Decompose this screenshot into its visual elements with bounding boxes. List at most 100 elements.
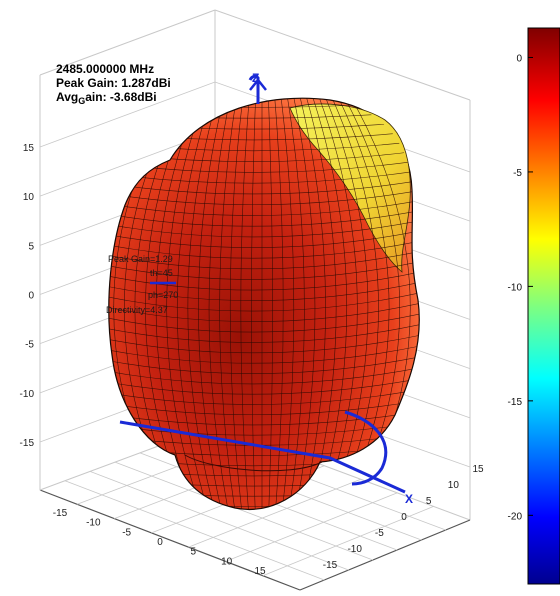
grid-line <box>214 9 471 101</box>
y-tick-label: 15 <box>472 464 484 475</box>
grid-line <box>39 489 301 591</box>
x-tick-label: 15 <box>254 566 266 577</box>
colorbar-tick-label: -10 <box>508 282 523 293</box>
x-tick-label: 10 <box>221 556 233 567</box>
mesh-parallel <box>108 279 420 301</box>
z-tick-labels: 15 10 5 0 -5 -10 -15 <box>20 143 35 449</box>
frequency-label: 2485.000000 MHz <box>56 62 154 76</box>
mesh-parallel <box>108 290 420 312</box>
mesh-meridian <box>198 98 226 510</box>
colorbar-gradient <box>528 28 560 584</box>
x-tick-label: -5 <box>122 527 131 538</box>
mesh-meridian <box>251 98 257 510</box>
z-tick-label: -5 <box>25 340 34 351</box>
mesh-parallel <box>108 238 420 259</box>
info-block: 2485.000000 MHz Peak Gain: 1.287dBi AvgG… <box>56 62 171 106</box>
mesh-parallel <box>108 168 420 184</box>
peak-gain-label: Peak Gain: 1.287dBi <box>56 76 171 90</box>
mesh-parallel <box>108 208 420 227</box>
z-axis-label: Z <box>252 71 259 85</box>
grid-line <box>299 519 471 591</box>
mesh-meridian <box>273 98 284 510</box>
y-tick-label: 5 <box>426 496 432 507</box>
mesh-parallel <box>108 228 420 248</box>
mesh-meridian <box>298 98 326 510</box>
colorbar-frame <box>527 27 560 585</box>
y-tick-label: -5 <box>375 528 384 539</box>
annotation-phi: ph=270 <box>148 290 178 300</box>
grid-line <box>64 480 325 581</box>
mesh-meridian <box>187 98 220 510</box>
mesh-parallel <box>108 198 420 216</box>
x-tick-labels: -15 -10 -5 0 5 10 15 <box>53 508 266 577</box>
mesh-meridian <box>267 98 273 510</box>
mesh-meridian <box>155 98 202 510</box>
mesh-meridian <box>291 98 316 510</box>
colorbar-tick-label: -5 <box>513 168 522 179</box>
mesh-meridian <box>240 98 251 510</box>
mesh-meridian <box>285 98 305 510</box>
mesh-meridian <box>208 98 233 510</box>
mesh-parallel <box>100 511 430 516</box>
x-tick-label: 0 <box>157 537 163 548</box>
mesh-parallel <box>108 269 420 291</box>
z-tick-label: 5 <box>28 241 34 252</box>
mesh-meridian <box>219 98 239 510</box>
mesh-meridian <box>166 98 208 510</box>
annotation-theta: th=45 <box>150 268 173 278</box>
x-tick-label: -10 <box>86 518 101 529</box>
mesh-parallel <box>108 420 420 436</box>
mesh-parallel <box>108 178 420 195</box>
mesh-parallel <box>108 248 420 270</box>
z-tick-label: -10 <box>20 389 35 400</box>
colorbar-tick-label: -15 <box>508 397 523 408</box>
y-tick-label: 10 <box>448 480 460 491</box>
mesh-meridian <box>229 98 245 510</box>
surface-waist-edge <box>184 454 323 472</box>
mesh-meridian <box>316 98 358 510</box>
x-axis-label: X <box>405 492 413 506</box>
grid-line <box>89 471 349 571</box>
mesh-parallel <box>108 409 420 426</box>
colorbar-tick-label: -20 <box>508 511 523 522</box>
grid-line <box>262 506 434 577</box>
radiation-surface <box>100 97 430 516</box>
y-tick-label: -15 <box>323 560 338 571</box>
z-axis-arrow <box>249 77 267 91</box>
grid-line <box>39 81 216 148</box>
z-axis-line <box>248 74 260 104</box>
z-tick-label: -15 <box>20 438 35 449</box>
peak-annotation: Peak Gain=1.29 th=45 ph=270 Directivity=… <box>106 254 178 315</box>
grid-line <box>114 461 373 561</box>
mesh-parallel <box>108 259 420 280</box>
x-tick-label: 5 <box>191 547 197 558</box>
mesh-parallel <box>108 376 420 395</box>
y-tick-label: 0 <box>401 512 407 523</box>
colorbar: 0 -5 -10 -15 -20 <box>508 27 560 585</box>
y-tick-label: -10 <box>347 544 362 555</box>
annotation-directivity: Directivity=4.37 <box>106 305 168 315</box>
x-axis-line <box>119 420 406 494</box>
coordinate-axes: Z X <box>119 71 413 506</box>
x-tick-label: -15 <box>53 508 68 519</box>
z-tick-label: 15 <box>23 143 35 154</box>
mesh-parallel <box>108 311 420 333</box>
mesh-parallel <box>108 300 420 322</box>
colorbar-tick-label: 0 <box>516 53 522 64</box>
mesh-parallel <box>108 365 420 385</box>
mesh-parallel <box>108 354 420 374</box>
avg-gain-label: AvgGain: -3.68dBi <box>56 90 157 106</box>
colorbar-tick-labels: 0 -5 -10 -15 -20 <box>508 53 533 522</box>
z-tick-label: 0 <box>28 291 34 302</box>
pattern-cut-arc <box>344 410 388 486</box>
mesh-parallel <box>108 218 420 238</box>
mesh-parallel <box>108 332 420 354</box>
y-tick-labels: 15 10 5 0 -5 -10 -15 <box>323 464 484 571</box>
grid-line <box>188 478 361 548</box>
mesh-meridian <box>176 98 214 510</box>
mesh-parallel <box>108 398 420 416</box>
mesh-parallel <box>108 188 420 206</box>
mesh-meridian <box>279 98 295 510</box>
